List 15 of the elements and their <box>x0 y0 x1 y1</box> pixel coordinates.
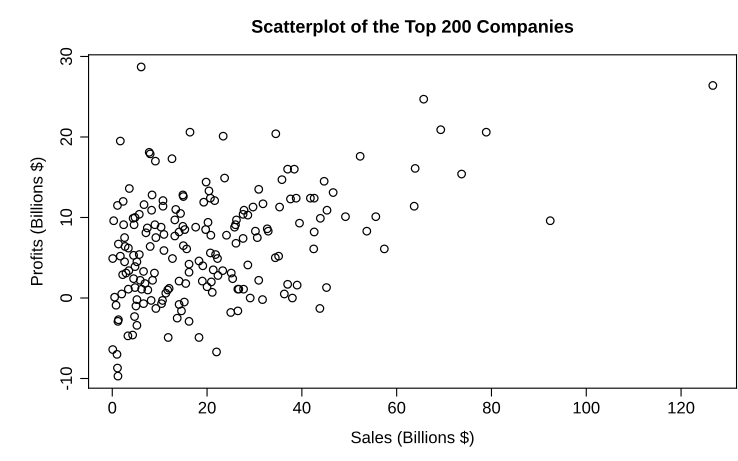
y-tick-label: 20 <box>60 128 72 146</box>
x-tick-label: 40 <box>292 402 310 414</box>
x-tick-label: 60 <box>388 402 406 414</box>
y-tick-label: 0 <box>60 294 72 302</box>
x-tick-label: 0 <box>108 402 116 414</box>
x-axis-title: Sales (Billions $) <box>351 430 474 447</box>
y-tick-label: 30 <box>60 48 72 66</box>
y-axis-title: Profits (Billions $) <box>30 158 46 285</box>
x-tick-label: 100 <box>574 402 600 414</box>
x-tick-label: 120 <box>668 402 694 414</box>
y-tick-label: 10 <box>60 208 72 226</box>
x-tick-label: 20 <box>198 402 216 414</box>
y-tick-label: -10 <box>60 367 72 390</box>
x-tick-label: 80 <box>482 402 500 414</box>
chart-title: Scatterplot of the Top 200 Companies <box>252 20 574 36</box>
